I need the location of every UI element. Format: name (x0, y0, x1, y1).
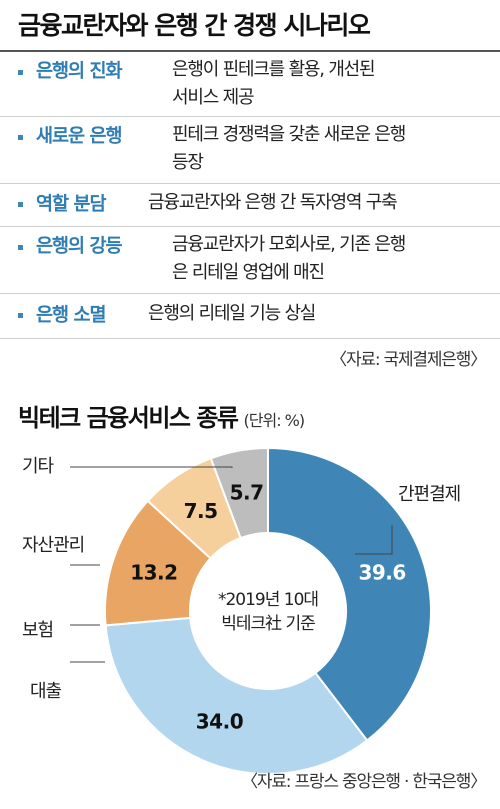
bullet-icon (18, 202, 23, 207)
scenario-desc-line: 은행이 핀테크를 활용, 개선된 (172, 59, 376, 80)
scenario-desc-line: 금융교란자가 모회사로, 기존 은행 (172, 234, 406, 255)
chart-unit: (단위: %) (243, 411, 306, 430)
slice-value-label: 13.2 (130, 560, 177, 584)
center-note-line: 빅테크社 기준 (221, 614, 315, 634)
slice-value-label: 5.7 (230, 480, 264, 504)
infographic-title: 금융교란자와 은행 간 경쟁 시나리오 (18, 11, 371, 40)
title-rule (0, 50, 500, 52)
donut-slice (104, 616, 369, 775)
scenario-row: 은행의 강등 금융교란자가 모회사로, 기존 은행 은 리테일 영업에 매진 (0, 227, 500, 294)
scenario-desc-line: 금융교란자와 은행 간 독자영역 구축 (148, 192, 398, 213)
donut-slice (209, 446, 269, 540)
scenario-desc-line: 은행의 리테일 기능 상실 (148, 303, 316, 324)
scenario-row: 새로운 은행 핀테크 경쟁력을 갖춘 새로운 은행 등장 (0, 117, 500, 184)
scenario-row: 은행 소멸 은행의 리테일 기능 상실 (0, 294, 500, 339)
scenario-term: 역할 분담 (36, 194, 107, 215)
chart-title: 빅테크 금융서비스 종류 (단위: %) (18, 398, 306, 433)
scenario-desc-line: 핀테크 경쟁력을 갖춘 새로운 은행 (172, 124, 406, 145)
slice-value-label: 39.6 (358, 560, 405, 584)
slice-category-label: 대출 (30, 681, 62, 702)
scenario-term: 새로운 은행 (36, 126, 123, 147)
donut-slice (267, 446, 432, 742)
leader-line (70, 466, 233, 468)
leader-line (355, 525, 393, 555)
slice-category-label: 보험 (22, 620, 53, 641)
bullet-icon (18, 135, 23, 140)
bullet-icon (18, 245, 23, 250)
scenario-desc-line: 은 리테일 영업에 매진 (172, 262, 325, 283)
slice-value-label: 34.0 (196, 709, 243, 733)
scenario-desc-line: 등장 (172, 152, 204, 173)
scenario-row: 역할 분담 금융교란자와 은행 간 독자영역 구축 (0, 184, 500, 227)
scenario-desc-line: 서비스 제공 (172, 87, 255, 108)
scenario-term: 은행의 진화 (36, 61, 123, 82)
source-note-bottom: 〈자료: 프랑스 중앙은행 · 한국은행〉 (241, 772, 487, 792)
scenario-row: 은행의 진화 은행이 핀테크를 활용, 개선된 서비스 제공 (0, 52, 500, 117)
slice-category-label: 간편결제 (398, 484, 460, 505)
bullet-icon (18, 70, 23, 75)
bullet-icon (18, 313, 23, 318)
scenario-term: 은행 소멸 (36, 305, 107, 326)
slice-category-label: 기타 (22, 456, 55, 477)
chart-title-text: 빅테크 금융서비스 종류 (18, 404, 239, 432)
scenario-term: 은행의 강등 (36, 236, 123, 257)
source-note-top: 〈자료: 국제결제은행〉 (330, 350, 487, 370)
slice-value-label: 7.5 (184, 499, 218, 523)
slice-category-label: 자산관리 (22, 535, 84, 556)
center-note-line: *2019년 10대 (218, 590, 318, 610)
